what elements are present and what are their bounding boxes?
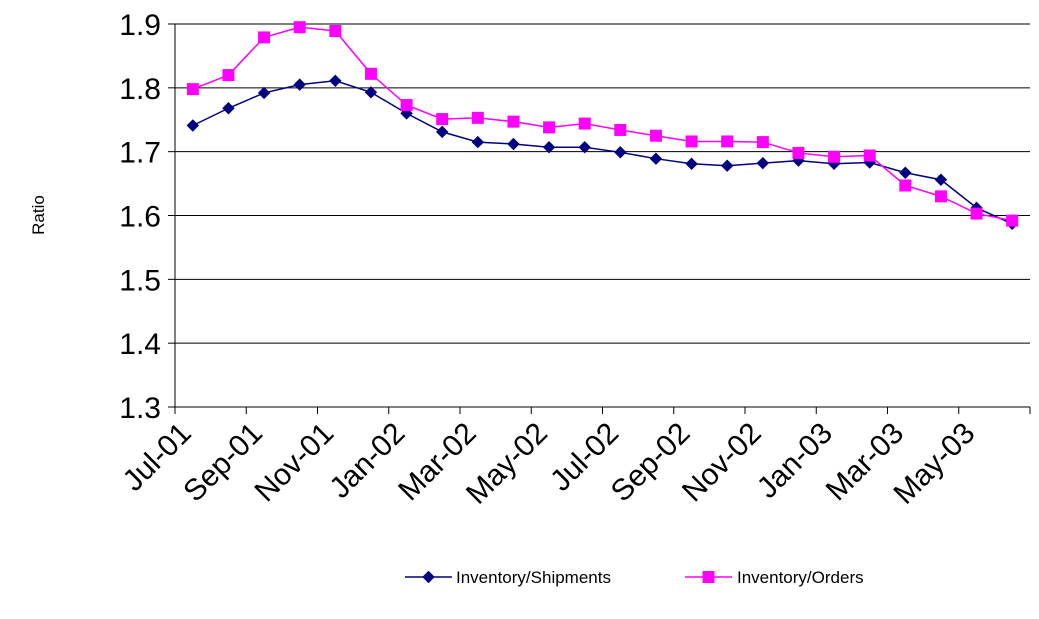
data-point: [471, 135, 485, 149]
x-tick-label: Nov-01: [249, 417, 341, 509]
data-point: [649, 152, 663, 165]
gridlines: [175, 23, 1030, 344]
y-tick-label: 1.9: [119, 9, 161, 42]
legend-label: Inventory/Shipments: [456, 568, 611, 587]
data-point: [1006, 214, 1019, 227]
data-point: [720, 159, 734, 172]
data-point: [934, 190, 947, 203]
data-point: [792, 146, 805, 159]
legend-item: Inventory/Shipments: [405, 568, 611, 587]
data-point: [186, 83, 199, 96]
data-point: [507, 115, 520, 128]
y-axis-label: Ratio: [29, 195, 48, 235]
data-point: [471, 111, 484, 124]
x-tick-label: May-02: [460, 417, 554, 511]
square-marker: [702, 571, 715, 583]
y-tick-label: 1.7: [119, 137, 161, 170]
y-tick-label: 1.6: [119, 201, 161, 234]
data-point: [828, 150, 841, 163]
legend-label: Inventory/Orders: [737, 568, 864, 587]
x-tick-labels: Jul-01Sep-01Nov-01Jan-02Mar-02May-02Jul-…: [117, 417, 982, 511]
series-inventory-shipments: [186, 74, 1019, 231]
data-point: [542, 140, 556, 154]
data-point: [863, 149, 876, 162]
data-point: [364, 67, 377, 80]
data-point: [756, 136, 769, 149]
axes: [168, 23, 1031, 414]
data-point: [186, 119, 200, 132]
data-point: [222, 69, 235, 82]
x-tick-label: May-03: [887, 417, 981, 511]
data-point: [934, 173, 948, 186]
y-tick-label: 1.5: [119, 264, 161, 297]
data-point: [756, 156, 770, 170]
diamond-marker: [422, 570, 435, 584]
legend-item: Inventory/Orders: [685, 568, 864, 587]
legend: Inventory/Shipments Inventory/Orders: [405, 568, 864, 587]
series-group: [186, 21, 1019, 231]
series-line: [192, 26, 1013, 222]
data-point: [258, 31, 271, 44]
y-tick-label: 1.8: [119, 73, 161, 106]
data-point: [222, 102, 235, 115]
data-point: [970, 207, 983, 220]
y-tick-label: 1.3: [119, 392, 161, 425]
data-point: [614, 123, 627, 136]
y-tick-label: 1.4: [119, 328, 161, 361]
data-point: [614, 146, 627, 159]
data-point: [721, 135, 734, 148]
x-tick-label: Jan-03: [751, 417, 839, 505]
data-point: [436, 113, 449, 126]
x-tick-label: Sep-01: [177, 417, 269, 509]
data-point: [435, 125, 449, 139]
x-tick-label: Sep-02: [605, 417, 697, 509]
data-point: [257, 86, 271, 100]
x-tick-label: Nov-02: [676, 417, 768, 509]
series-inventory-orders: [186, 21, 1019, 227]
data-point: [899, 179, 912, 192]
data-point: [685, 135, 698, 148]
data-point: [364, 86, 378, 99]
data-point: [578, 117, 591, 130]
series-line: [192, 80, 1013, 225]
x-tick-label: Jan-02: [323, 417, 411, 505]
data-point: [329, 74, 342, 88]
data-point: [578, 140, 591, 154]
data-point: [899, 166, 912, 179]
data-point: [543, 121, 556, 134]
data-point: [293, 78, 306, 91]
data-point: [329, 25, 342, 38]
data-point: [649, 129, 662, 142]
data-point: [507, 137, 520, 151]
y-tick-labels: 1.3 1.4 1.5 1.6 1.7 1.8 1.9: [119, 9, 161, 425]
data-point: [400, 99, 413, 112]
data-point: [293, 21, 306, 34]
data-point: [685, 157, 698, 171]
